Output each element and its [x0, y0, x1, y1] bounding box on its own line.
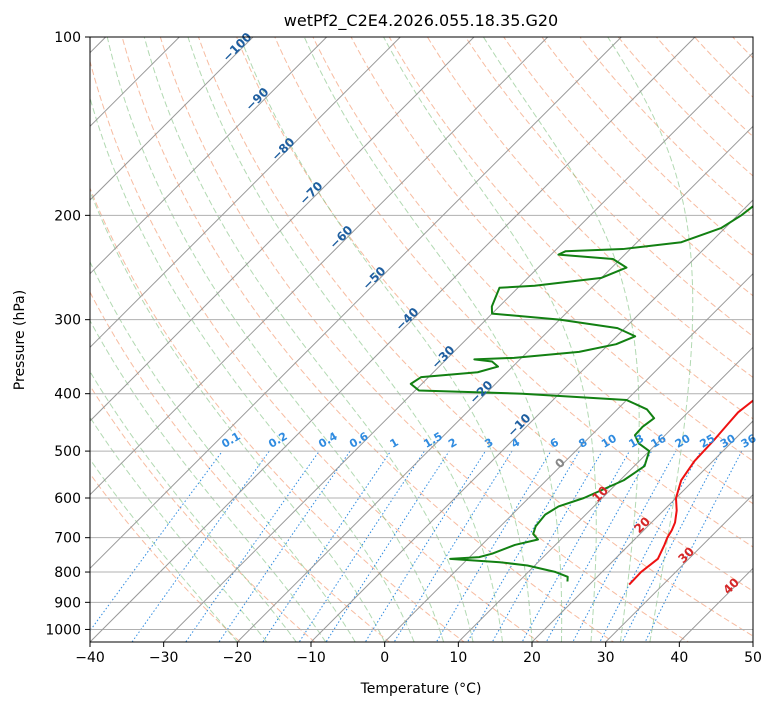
dewpoint-trace — [409, 204, 753, 582]
moist-adiabat — [106, 37, 445, 642]
sounding-traces — [409, 204, 753, 586]
dry-adiabat — [90, 186, 465, 642]
moist-adiabat — [143, 37, 474, 642]
moist-adiabat — [90, 260, 356, 642]
x-axis-label: Temperature (°C) — [360, 681, 482, 697]
isotherm-line — [457, 346, 753, 642]
isotherm-line — [90, 37, 696, 642]
moist-adiabat — [383, 37, 597, 642]
dry-adiabat — [388, 37, 753, 420]
moist-adiabat — [239, 37, 533, 642]
x-tick-label: 50 — [744, 650, 762, 666]
isotherm-line — [163, 51, 753, 642]
x-tick-label: 40 — [670, 650, 688, 666]
moist-adiabat — [90, 96, 415, 642]
y-tick-label: 200 — [54, 208, 81, 224]
y-tick-label: 500 — [54, 444, 81, 460]
dry-adiabat — [541, 37, 753, 257]
isotherm-line — [90, 37, 328, 275]
y-tick-label: 400 — [54, 387, 81, 403]
isotherm-line — [236, 125, 753, 642]
y-tick-label: 700 — [54, 531, 81, 547]
y-axis-label: Pressure (hPa) — [12, 290, 28, 390]
moist-adiabat — [303, 37, 563, 642]
plot-background — [90, 37, 753, 642]
y-tick-label: 1000 — [45, 622, 81, 638]
isotherm-line — [90, 37, 549, 496]
dry-adiabat — [464, 37, 753, 337]
isotherm-line — [531, 420, 753, 642]
dry-adiabat — [274, 37, 753, 548]
dry-adiabat — [503, 37, 753, 297]
moist-adiabat — [187, 37, 504, 642]
isotherm-line — [90, 37, 401, 349]
x-tick-label: 0 — [380, 650, 389, 666]
dry-adiabat — [90, 291, 391, 642]
x-tick-label: 20 — [523, 650, 541, 666]
dry-adiabat — [579, 37, 753, 217]
dry-adiabat — [426, 37, 753, 378]
isotherm-line — [310, 199, 753, 642]
x-tick-label: −10 — [296, 650, 326, 666]
axis-ticks: −40 −30 −20 −10 0 10 20 30 40 50 100 200 300 400 500 60… — [45, 30, 762, 666]
dry-adiabat — [90, 59, 540, 642]
x-tick-label: −30 — [149, 650, 179, 666]
isotherm-line — [90, 37, 622, 570]
dry-adiabat — [350, 37, 753, 462]
moist-adiabat — [90, 189, 386, 642]
moist-adiabat — [607, 37, 694, 642]
dry-adiabat — [159, 37, 690, 642]
y-tick-label: 800 — [54, 565, 81, 581]
x-tick-label: 10 — [449, 650, 467, 666]
moist-adiabat — [482, 37, 640, 642]
x-tick-label: 30 — [597, 650, 615, 666]
y-tick-label: 600 — [54, 491, 81, 507]
moist-adiabat — [90, 416, 268, 642]
dry-adiabat — [236, 37, 753, 592]
isotherm-line — [90, 37, 475, 422]
isotherm-line — [605, 493, 753, 642]
dry-adiabat — [617, 37, 753, 177]
isotherm-line — [90, 37, 254, 201]
isotherm-line — [384, 272, 753, 642]
y-tick-label: 900 — [54, 595, 81, 611]
x-tick-label: −40 — [75, 650, 105, 666]
plot-frame — [89, 36, 754, 643]
y-tick-label: 300 — [54, 313, 81, 329]
temperature-trace — [628, 399, 753, 586]
dry-adiabat — [197, 37, 753, 637]
dry-adiabat — [312, 37, 753, 505]
moist-adiabat — [90, 458, 238, 642]
x-tick-label: −20 — [223, 650, 253, 666]
chart-title: wetPf2_C2E4.2026.055.18.35.G20 — [284, 11, 558, 31]
y-tick-label: 100 — [54, 30, 81, 46]
background-lines — [90, 37, 753, 642]
